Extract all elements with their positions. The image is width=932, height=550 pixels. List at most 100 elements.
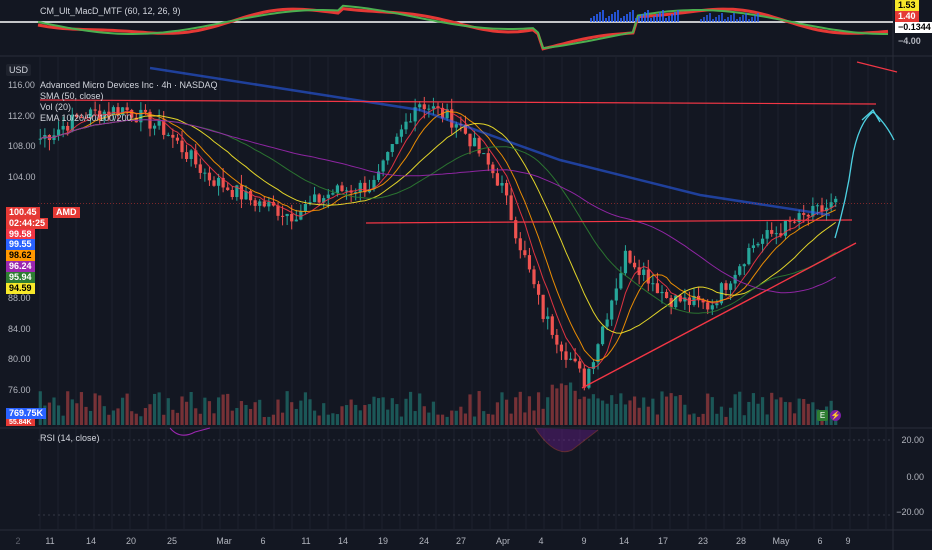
time-tick: 11 <box>301 536 311 546</box>
volume-bar <box>116 408 120 425</box>
volume-bar <box>88 410 93 425</box>
volume-bar <box>84 406 88 425</box>
candle-body <box>532 269 536 285</box>
lightning-icon[interactable]: ⚡ <box>830 410 841 421</box>
earnings-icon[interactable]: E <box>817 410 828 421</box>
candle-body <box>715 303 719 306</box>
candle-body <box>157 119 161 126</box>
indicator-value-badge: 100.45 <box>6 207 40 218</box>
macd-histogram-bar <box>605 18 607 22</box>
candle-body <box>344 190 349 192</box>
candle-body <box>317 194 321 203</box>
volume-bar <box>431 401 436 425</box>
volume-bar <box>632 396 637 425</box>
candle-body <box>724 283 728 290</box>
candle-body <box>294 219 298 222</box>
candle-body <box>742 264 746 267</box>
price-tick: 112.00 <box>8 110 35 121</box>
volume-bar <box>596 398 600 425</box>
candle-body <box>587 368 591 388</box>
candle-body <box>779 233 783 236</box>
macd-histogram-bar <box>718 15 720 22</box>
time-tick: 11 <box>45 536 55 546</box>
volume-bar <box>564 385 568 425</box>
rsi-oversold-area <box>534 427 599 453</box>
candle-body <box>747 247 751 265</box>
volume-bar <box>591 394 596 425</box>
macd-histogram-bar <box>638 16 640 22</box>
volume-bar <box>783 401 788 425</box>
candle-body <box>116 107 120 115</box>
legend-item[interactable]: EMA 10/20/50/100/200 <box>40 113 132 123</box>
candle-body <box>79 117 84 119</box>
volume-bar <box>536 392 541 425</box>
volume-bar <box>413 411 417 425</box>
candle-body <box>642 269 646 276</box>
candle-body <box>568 358 573 360</box>
volume-bar <box>349 399 353 425</box>
volume-bar <box>354 404 358 425</box>
volume-bar <box>491 414 495 425</box>
volume-bar <box>550 384 554 425</box>
price-tick: 80.00 <box>8 354 31 365</box>
candle-body <box>637 267 641 276</box>
volume-bar <box>221 394 225 425</box>
candle-body <box>824 207 829 212</box>
volume-bar <box>317 415 321 425</box>
macd-histogram-bar <box>677 10 679 22</box>
legend-item[interactable]: Vol (20) <box>40 102 72 112</box>
candle-body <box>701 300 705 303</box>
volume-bar <box>422 406 426 425</box>
macd-histogram-bar <box>608 16 610 22</box>
candle-body <box>107 111 111 116</box>
volume-bar <box>619 393 623 425</box>
macd-histogram-bar <box>644 12 646 22</box>
volume-bar <box>765 414 769 425</box>
candle-body <box>299 211 303 220</box>
volume-bar <box>486 413 490 425</box>
time-tick: 14 <box>618 536 630 546</box>
legend-item[interactable]: Advanced Micro Devices Inc · 4h · NASDAQ <box>40 80 218 90</box>
currency-label[interactable]: USD <box>6 64 32 76</box>
volume-bar <box>445 416 449 425</box>
legend-item[interactable]: SMA (50, close) <box>40 91 104 101</box>
time-tick: 24 <box>418 536 430 546</box>
candle-body <box>340 185 344 192</box>
volume-bar <box>207 401 212 425</box>
candle-body <box>267 202 271 207</box>
candle-body <box>504 183 509 196</box>
volume-bar <box>792 413 797 425</box>
volume-bar <box>171 409 175 425</box>
macd-histogram-bar <box>727 17 729 22</box>
volume-bar <box>687 414 692 425</box>
volume-bar <box>367 404 372 425</box>
rsi-title[interactable]: RSI (14, close) <box>40 433 100 443</box>
volume-bar <box>312 410 317 425</box>
volume-bar <box>61 415 65 425</box>
volume-bar <box>651 398 655 425</box>
candle-body <box>363 182 367 193</box>
volume-bar <box>546 397 550 425</box>
volume-bar <box>605 403 609 425</box>
macd-indicator-title[interactable]: CM_Ult_MacD_MTF (60, 12, 26, 9) <box>40 6 181 16</box>
candle-body <box>491 164 495 174</box>
volume-bar <box>180 396 184 425</box>
volume-bar <box>79 392 84 425</box>
candle-body <box>226 187 230 190</box>
candle-body <box>605 319 609 327</box>
volume-bar <box>331 413 335 425</box>
macd-histogram-bar <box>593 16 595 22</box>
candle-body <box>280 215 285 217</box>
volume-bar <box>280 412 285 425</box>
volume-bar <box>664 396 669 425</box>
candle-body <box>285 213 289 217</box>
time-tick: 14 <box>337 536 349 546</box>
macd-histogram-bar <box>700 19 702 22</box>
volume-bar <box>322 403 326 425</box>
candle-body <box>664 291 669 299</box>
time-tick: 14 <box>85 536 97 546</box>
candle-body <box>463 124 468 134</box>
volume-bar <box>244 404 248 425</box>
candle-body <box>216 177 221 186</box>
